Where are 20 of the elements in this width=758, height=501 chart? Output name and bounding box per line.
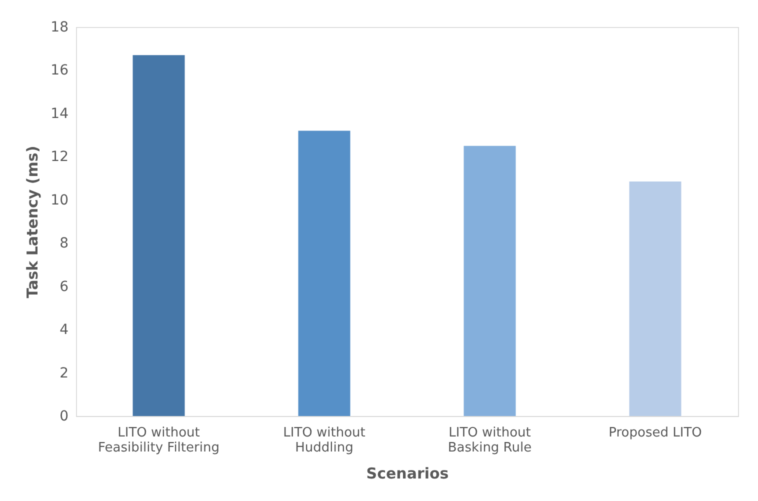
- x-tick-label: Proposed LITO: [608, 426, 702, 440]
- y-tick-label: 18: [50, 20, 68, 36]
- y-tick-label: 12: [50, 149, 68, 166]
- y-axis-title: Task Latency (ms): [24, 146, 42, 298]
- y-tick-label: 2: [60, 365, 68, 382]
- y-tick-label: 16: [50, 62, 69, 79]
- bar: [298, 130, 350, 416]
- y-tick-label: 0: [60, 408, 68, 424]
- y-tick-label: 6: [60, 278, 69, 295]
- x-tick-label: LITO without Feasibility Filtering: [98, 426, 220, 456]
- x-tick-label: LITO without Huddling: [283, 426, 366, 456]
- bar: [132, 55, 185, 416]
- y-tick-label: 14: [50, 106, 69, 122]
- y-tick-label: 4: [60, 322, 69, 338]
- x-axis-title: Scenarios: [366, 464, 449, 482]
- bar: [629, 182, 682, 416]
- bar: [464, 146, 516, 416]
- x-tick-label: LITO without Basking Rule: [448, 426, 532, 456]
- y-tick-label: 8: [60, 236, 68, 252]
- y-tick-label: 10: [50, 192, 68, 208]
